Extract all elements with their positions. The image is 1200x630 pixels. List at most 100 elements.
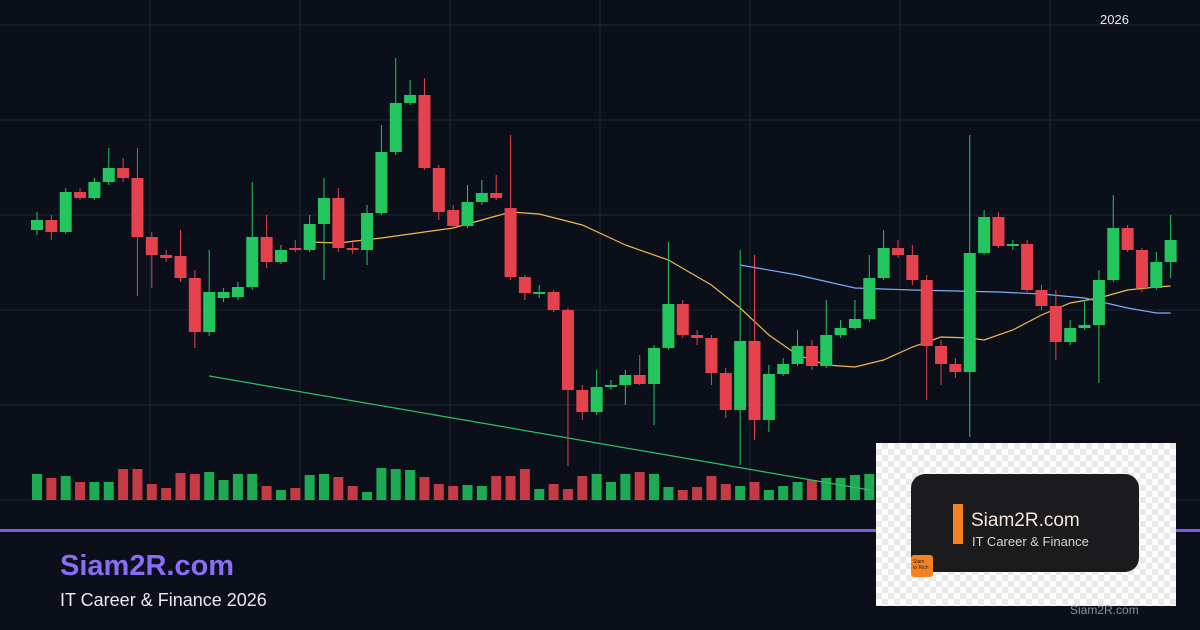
candle-body xyxy=(447,210,460,226)
candle-body xyxy=(576,390,589,412)
candle-body xyxy=(920,280,933,346)
candle-body xyxy=(518,277,531,293)
volume-bar xyxy=(433,484,444,500)
volume-bar xyxy=(261,486,272,500)
volume-bar xyxy=(620,474,631,500)
candle-body xyxy=(45,220,58,232)
volume-bar xyxy=(806,480,817,500)
volume-bar xyxy=(835,478,846,500)
candle-body xyxy=(31,220,43,230)
candle-body xyxy=(203,292,216,332)
candle-body xyxy=(863,278,876,319)
divider xyxy=(0,529,1200,532)
candle-body xyxy=(1092,280,1105,325)
volume-bar xyxy=(577,476,588,500)
volume-bar xyxy=(376,468,387,500)
volume-bar xyxy=(735,486,746,500)
volume-bar xyxy=(247,474,258,500)
candle-body xyxy=(590,387,603,412)
volume-bar xyxy=(204,472,215,500)
candle-body xyxy=(88,182,101,198)
candle-body xyxy=(676,304,689,335)
candle-body xyxy=(892,248,904,255)
volume-bar xyxy=(591,474,602,500)
volume-bar xyxy=(161,488,172,500)
candle-body xyxy=(231,287,244,297)
volume-bar xyxy=(132,469,143,500)
watermark: Siam2R.com xyxy=(1070,603,1139,617)
volume-bar xyxy=(677,490,688,500)
volume-bar xyxy=(175,473,186,500)
volume-bar xyxy=(778,486,789,500)
candle-body xyxy=(303,224,316,250)
candle-body xyxy=(389,103,402,152)
candle-body xyxy=(705,338,718,373)
candle-body xyxy=(131,178,144,237)
candle-body xyxy=(791,346,804,364)
candle-body xyxy=(346,248,359,250)
volume-bar xyxy=(103,482,114,500)
volume-bar xyxy=(60,476,71,500)
candle-body xyxy=(1107,228,1120,280)
candle-body xyxy=(490,193,503,198)
brand-subtitle: IT Career & Finance 2026 xyxy=(60,590,267,610)
candle-body xyxy=(949,364,962,372)
candle-body xyxy=(174,256,187,278)
period-label: 2026 xyxy=(1100,12,1129,27)
volume-bar xyxy=(663,487,674,500)
volume-bar xyxy=(706,476,717,500)
candle-body xyxy=(461,202,474,226)
candle-body xyxy=(117,168,130,178)
candle-body xyxy=(418,95,431,168)
logo-subtitle: IT Career & Finance xyxy=(972,534,1089,549)
candle-body xyxy=(160,255,173,258)
volume-bar xyxy=(304,475,315,500)
candle-body xyxy=(734,341,747,410)
volume-bar xyxy=(448,486,459,500)
candle-body xyxy=(877,248,890,278)
volume-bar xyxy=(390,469,401,500)
volume-bar xyxy=(505,476,516,500)
volume-bar xyxy=(821,478,832,500)
candle-body xyxy=(719,373,732,410)
candle-body xyxy=(777,364,790,374)
volume-bar xyxy=(362,492,373,500)
candle-body xyxy=(805,346,818,366)
candle-body xyxy=(648,348,661,384)
volume-bar xyxy=(864,474,875,500)
overlay-line xyxy=(209,375,870,491)
volume-bar xyxy=(720,484,731,500)
candle-body xyxy=(1150,262,1163,288)
logo-card: Siam2R.com IT Career & Finance Siam to Ri… xyxy=(911,474,1139,577)
volume-bar xyxy=(218,480,229,500)
candle-body xyxy=(561,310,574,390)
volume-bar xyxy=(290,488,301,500)
volume-bar xyxy=(419,477,430,500)
candle-body xyxy=(102,168,115,182)
volume-bar xyxy=(692,487,703,500)
volume-bar xyxy=(649,474,660,500)
candle-body xyxy=(935,346,948,364)
candle-body xyxy=(605,385,617,387)
volume-bar xyxy=(606,482,616,500)
volume-bar xyxy=(462,485,473,500)
volume-bar xyxy=(319,474,329,500)
volume-bar xyxy=(32,474,42,500)
candle-body xyxy=(1164,240,1177,262)
candle-body xyxy=(848,319,861,328)
volume-bar xyxy=(189,474,200,500)
logo-badge: Siam to Rich xyxy=(911,555,933,577)
candle-body xyxy=(1049,306,1062,342)
candle-body xyxy=(1006,244,1019,246)
candle-body xyxy=(318,198,330,224)
candle-body xyxy=(289,248,302,250)
candle-body xyxy=(1021,244,1034,290)
candle-body xyxy=(59,192,72,232)
candle-body xyxy=(375,152,388,213)
volume-bar xyxy=(347,486,358,500)
volume-bar xyxy=(476,486,487,500)
volume-bar xyxy=(405,470,416,500)
volume-bar xyxy=(275,490,286,500)
volume-bar xyxy=(75,482,86,500)
volume-bar xyxy=(118,469,129,500)
